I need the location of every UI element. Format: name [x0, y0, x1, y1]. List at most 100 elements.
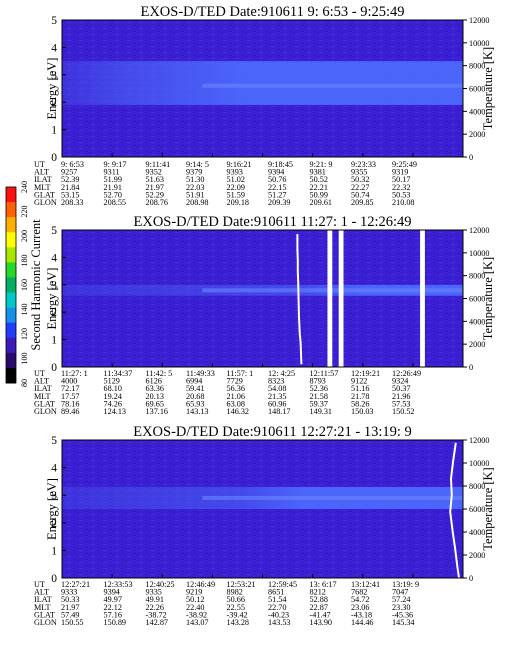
chart-panel-3: 0 1 2 3 4 5 0 2000 4000 6000 8000 10000 12000 EXOS-D/… — [34, 424, 495, 627]
y-tick-label: 4 — [51, 252, 57, 264]
bright-trace — [449, 442, 460, 579]
colorbar-tick-label: 80 — [20, 379, 29, 387]
panel-title: EXOS-D/TED Date:910611 11:27: 1 - 12:26:… — [133, 214, 411, 230]
y-tick-label: 1 — [51, 545, 57, 557]
ephemeris-cell: -38.72 — [146, 610, 167, 619]
ephemeris-cell: 9:16:21 — [227, 160, 252, 169]
ephemeris-cell: 8212 — [310, 588, 326, 597]
ephemeris-cell: 54.72 — [351, 595, 369, 604]
ephemeris-cell: 50.37 — [392, 384, 410, 393]
ephemeris-row-label: GLON — [34, 407, 57, 416]
colorbar-label: Second Harmonic Current — [29, 219, 43, 351]
ephemeris-cell: 22.21 — [310, 183, 328, 192]
ephemeris-row-label: GLAT — [34, 190, 55, 199]
ephemeris-cell: 9311 — [104, 168, 120, 177]
ephemeris-cell: 22.27 — [351, 183, 369, 192]
ephemeris-cell: 50.74 — [351, 190, 369, 199]
y-axis-label: Energy [eV] — [45, 268, 59, 330]
ephemeris-cell: -39.42 — [227, 610, 248, 619]
ephemeris-cell: 12:40:25 — [146, 580, 175, 589]
ephemeris-cell: 148.17 — [268, 407, 291, 416]
ephemeris-cell: 17.57 — [61, 392, 79, 401]
bright-trace — [296, 234, 303, 365]
ephemeris-cell: 22.12 — [104, 603, 122, 612]
y-tick-label: 3 — [51, 490, 57, 502]
colorbar-segment — [6, 187, 16, 203]
y2-axis-label: Temperature [K] — [481, 47, 495, 130]
y2-tick-label: 0 — [469, 153, 473, 162]
ephemeris-cell: 13:19: 9 — [392, 580, 419, 589]
ephemeris-cell: 142.87 — [146, 618, 169, 627]
y-tick-label: 0 — [51, 152, 57, 164]
ephemeris-cell: 210.08 — [392, 198, 415, 207]
chart-panel-1: 0 1 2 3 4 5 0 2000 4000 6000 8000 10000 12000 EXOS-D/… — [34, 4, 495, 207]
ephemeris-cell: 78.16 — [61, 399, 79, 408]
y2-tick-label: 8000 — [469, 272, 485, 281]
ephemeris-row-label: GLAT — [34, 399, 55, 408]
ephemeris-cell: 208.33 — [61, 198, 84, 207]
ephemeris-cell: 49.91 — [146, 595, 164, 604]
colorbar-segment — [6, 277, 16, 294]
ephemeris-cell: 9:11:41 — [146, 160, 171, 169]
ephemeris-cell: 143.28 — [227, 618, 250, 627]
y2-tick-label: 12000 — [469, 16, 489, 25]
ephemeris-cell: 9333 — [61, 588, 77, 597]
data-gap-3 — [420, 230, 425, 367]
ephemeris-cell: 9394 — [104, 588, 120, 597]
ephemeris-cell: 8651 — [268, 588, 284, 597]
ephemeris-cell: 11:34:37 — [104, 369, 133, 378]
ephemeris-cell: 5129 — [104, 377, 120, 386]
ephemeris-cell: 52.88 — [310, 595, 328, 604]
ephemeris-cell: 57.53 — [392, 399, 410, 408]
ephemeris-row-label: ALT — [34, 588, 49, 597]
ephemeris-cell: 12:27:21 — [61, 580, 90, 589]
y2-tick-label: 6000 — [469, 505, 485, 514]
ephemeris-row-label: MLT — [34, 392, 51, 401]
y-tick-label: 1 — [51, 125, 57, 137]
ephemeris-row-label: GLAT — [34, 610, 55, 619]
y-tick-label: 0 — [51, 573, 57, 585]
ephemeris-cell: 8793 — [310, 377, 326, 386]
colorbar-tick-label: 160 — [20, 279, 29, 291]
ephemeris-cell: 23.30 — [392, 603, 410, 612]
ephemeris-cell: 51.16 — [351, 384, 369, 393]
ephemeris-cell: 50.32 — [351, 175, 369, 184]
y-axis-label: Energy [eV] — [45, 478, 59, 540]
ephemeris-row-label: ILAT — [34, 595, 52, 604]
ephemeris-cell: 57.49 — [61, 610, 79, 619]
ephemeris-cell: 9:25:49 — [392, 160, 417, 169]
ephemeris-cell: 63.08 — [227, 399, 245, 408]
ephemeris-cell: 51.30 — [186, 175, 204, 184]
ephemeris-cell: 6994 — [186, 377, 202, 386]
ephemeris-cell: 20.68 — [186, 392, 204, 401]
ephemeris-cell: 9: 6:53 — [61, 160, 84, 169]
colorbar: 80 100 120 140 160 180 200 220 240 Second Harmoni… — [5, 181, 43, 387]
ephemeris-cell: 9335 — [146, 588, 162, 597]
ephemeris-cell: 12:33:53 — [104, 580, 133, 589]
ephemeris-cell: 12:46:49 — [186, 580, 215, 589]
ephemeris-cell: 68.10 — [104, 384, 122, 393]
y2-tick-label: 2000 — [469, 130, 485, 139]
ephemeris-row-label: UT — [34, 580, 45, 589]
ephemeris-cell: 149.31 — [310, 407, 333, 416]
ephemeris-cell: 59.37 — [310, 399, 328, 408]
y2-tick-label: 6000 — [469, 85, 485, 94]
y2-tick-label: 8000 — [469, 62, 485, 71]
colorbar-segment — [6, 217, 16, 233]
colorbar-segment — [6, 322, 16, 339]
ephemeris-cell: 9257 — [61, 168, 77, 177]
ephemeris-cell: 50.53 — [392, 190, 410, 199]
ephemeris-cell: 60.96 — [268, 399, 286, 408]
colorbar-tick-label: 120 — [20, 328, 29, 340]
y2-tick-label: 12000 — [469, 226, 489, 235]
ephemeris-cell: 7047 — [392, 588, 408, 597]
y2-tick-label: 10000 — [469, 39, 489, 48]
ephemeris-cell: 143.90 — [310, 618, 333, 627]
colorbar-tick-label: 180 — [20, 255, 29, 267]
ephemeris-cell: 21.84 — [61, 183, 79, 192]
ephemeris-cell: 21.96 — [392, 392, 410, 401]
ephemeris-cell: 208.76 — [146, 198, 169, 207]
data-gap-2 — [338, 230, 344, 367]
colorbar-segment — [6, 337, 16, 354]
